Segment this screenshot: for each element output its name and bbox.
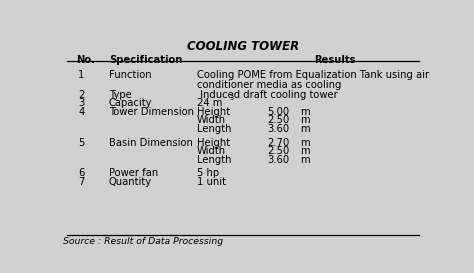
Text: Basin Dimension: Basin Dimension <box>109 138 193 148</box>
Text: 5: 5 <box>78 138 84 148</box>
Text: Specification: Specification <box>109 55 182 65</box>
Text: m: m <box>300 107 310 117</box>
Text: 6: 6 <box>78 168 84 178</box>
Text: 2.50: 2.50 <box>267 115 289 125</box>
Text: Width: Width <box>197 115 226 125</box>
Text: 24 m: 24 m <box>197 98 222 108</box>
Text: Power fan: Power fan <box>109 168 158 178</box>
Text: 2.50: 2.50 <box>267 146 289 156</box>
Text: 5 hp: 5 hp <box>197 168 219 178</box>
Text: Tower Dimension: Tower Dimension <box>109 107 194 117</box>
Text: m: m <box>300 138 310 148</box>
Text: 3: 3 <box>78 98 84 108</box>
Text: Height: Height <box>197 107 230 117</box>
Text: m: m <box>300 124 310 133</box>
Text: No.: No. <box>76 55 95 65</box>
Text: Length: Length <box>197 124 231 133</box>
Text: 4: 4 <box>78 107 84 117</box>
Text: 7: 7 <box>78 177 84 187</box>
Text: 3.60: 3.60 <box>267 155 289 165</box>
Text: Cooling POME from Equalization Tank using air: Cooling POME from Equalization Tank usin… <box>197 70 429 79</box>
Text: conditioner media as cooling: conditioner media as cooling <box>197 80 341 90</box>
Text: 2: 2 <box>78 90 84 100</box>
Text: m: m <box>300 146 310 156</box>
Text: Function: Function <box>109 70 152 79</box>
Text: Induced draft cooling tower: Induced draft cooling tower <box>197 90 338 100</box>
Text: Source : Result of Data Processing: Source : Result of Data Processing <box>63 237 223 246</box>
Text: Quantity: Quantity <box>109 177 152 187</box>
Text: 3.60: 3.60 <box>267 124 289 133</box>
Text: 5.00: 5.00 <box>267 107 289 117</box>
Text: Capacity: Capacity <box>109 98 152 108</box>
Text: 3: 3 <box>229 95 234 101</box>
Text: 1 unit: 1 unit <box>197 177 226 187</box>
Text: m: m <box>300 115 310 125</box>
Text: Width: Width <box>197 146 226 156</box>
Text: Results: Results <box>314 55 356 65</box>
Text: Length: Length <box>197 155 231 165</box>
Text: COOLING TOWER: COOLING TOWER <box>187 40 299 53</box>
Text: 1: 1 <box>78 70 84 79</box>
Text: m: m <box>300 155 310 165</box>
Text: 2.70: 2.70 <box>267 138 289 148</box>
Text: Height: Height <box>197 138 230 148</box>
Text: Type: Type <box>109 90 132 100</box>
